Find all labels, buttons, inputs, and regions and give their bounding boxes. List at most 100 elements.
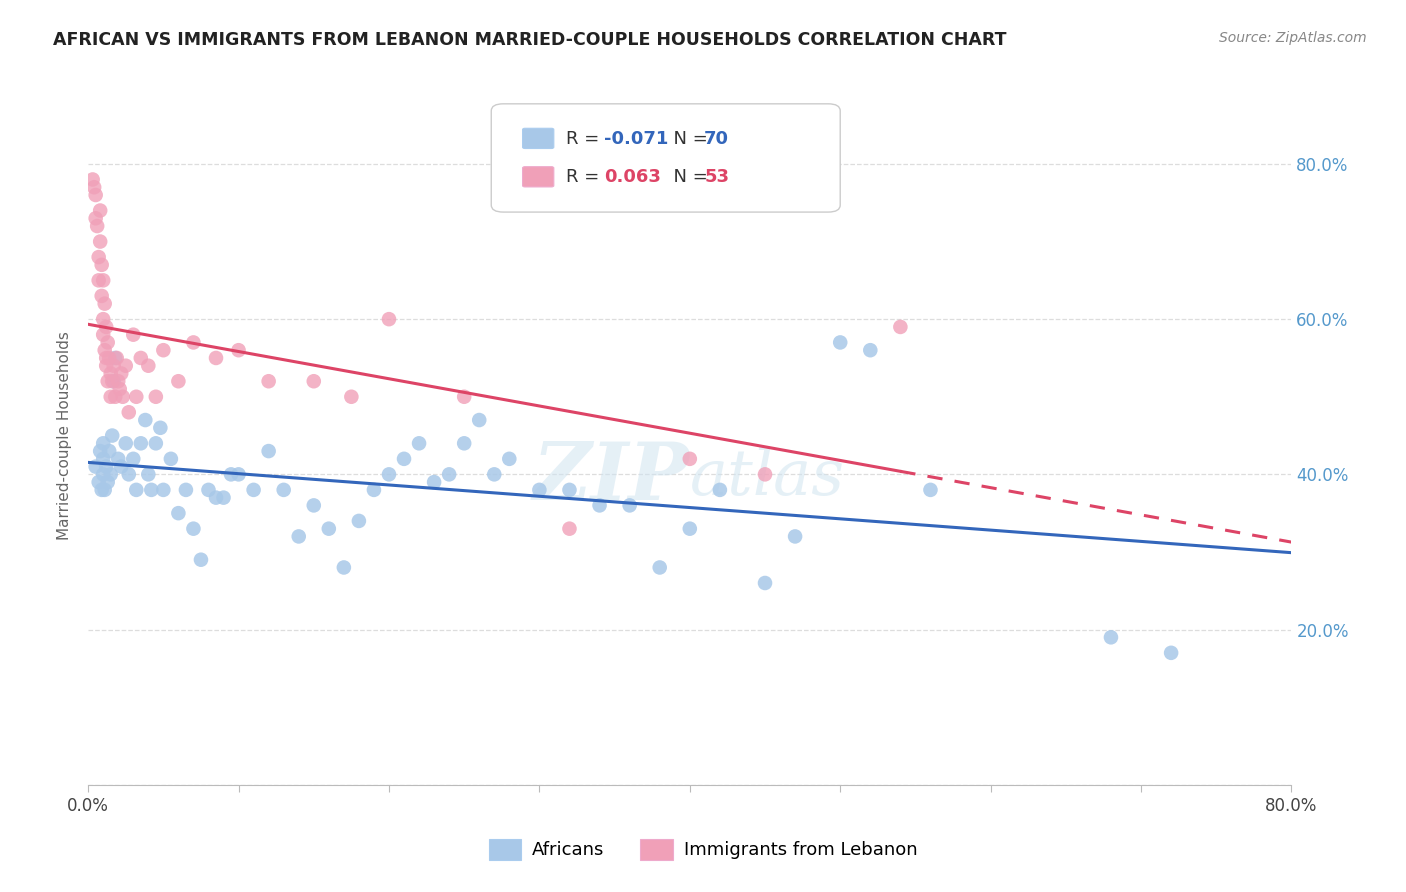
Point [190,552,212,566]
Point [228,343,250,358]
Point [91,451,114,466]
Text: Source: ZipAtlas.com: Source: ZipAtlas.com [1219,31,1367,45]
Point [174,483,197,497]
Legend: Africans, Immigrants from Lebanon: Africans, Immigrants from Lebanon [481,831,925,867]
Point [101,374,124,388]
Point [103,359,125,373]
Point [920,483,942,497]
Point [183,335,205,350]
Point [90,289,112,303]
Point [84,459,107,474]
Point [648,560,671,574]
Point [197,483,219,497]
Point [145,390,167,404]
Point [219,467,242,482]
Point [228,467,250,482]
Point [363,483,385,497]
Point [122,451,145,466]
Text: atlas: atlas [690,447,845,508]
Point [340,390,363,404]
Point [89,444,111,458]
Point [679,451,702,466]
Point [160,451,183,466]
Point [86,219,108,233]
Point [129,351,152,365]
Point [318,522,340,536]
Point [378,467,401,482]
Point [212,491,235,505]
Point [90,258,112,272]
Point [588,499,610,513]
Point [96,351,118,365]
Point [145,436,167,450]
Point [118,405,141,419]
Point [97,475,120,489]
Point [558,483,581,497]
Point [122,327,145,342]
Point [437,467,460,482]
FancyBboxPatch shape [491,103,841,212]
Point [91,327,114,342]
Point [347,514,370,528]
Point [1160,646,1182,660]
Point [257,374,280,388]
Point [91,467,114,482]
Point [287,529,309,543]
Text: 53: 53 [704,169,730,186]
Text: AFRICAN VS IMMIGRANTS FROM LEBANON MARRIED-COUPLE HOUSEHOLDS CORRELATION CHART: AFRICAN VS IMMIGRANTS FROM LEBANON MARRI… [53,31,1007,49]
Point [484,467,506,482]
Point [754,576,776,591]
Point [468,413,491,427]
Point [118,467,141,482]
Point [333,560,356,574]
Point [423,475,446,489]
Point [100,390,122,404]
Point [98,444,121,458]
Point [84,188,107,202]
Point [97,374,120,388]
Point [302,499,325,513]
Point [149,421,172,435]
Point [529,483,551,497]
Point [205,351,228,365]
Point [679,522,702,536]
Point [96,359,118,373]
Point [105,351,128,365]
Point [100,367,122,381]
Y-axis label: Married-couple Households: Married-couple Households [58,331,72,540]
Point [82,172,104,186]
Point [114,436,136,450]
Point [91,436,114,450]
Point [93,483,115,497]
Point [104,351,127,365]
Point [90,483,112,497]
Point [89,235,111,249]
Point [1099,630,1122,644]
Text: ZIP: ZIP [533,439,690,516]
Point [558,522,581,536]
Point [93,343,115,358]
Point [110,367,132,381]
Point [87,250,110,264]
Point [859,343,882,358]
Point [183,522,205,536]
Point [87,273,110,287]
Point [619,499,641,513]
Point [273,483,295,497]
Point [136,467,159,482]
Point [498,451,520,466]
Point [453,390,475,404]
Point [785,529,807,543]
Point [84,211,107,226]
Point [378,312,401,326]
Point [125,390,148,404]
Text: 70: 70 [704,129,730,148]
Point [110,459,132,474]
Text: -0.071: -0.071 [605,129,669,148]
Point [134,413,156,427]
Point [125,483,148,497]
Point [111,390,134,404]
Text: R =: R = [565,169,605,186]
Point [93,296,115,310]
Point [91,273,114,287]
